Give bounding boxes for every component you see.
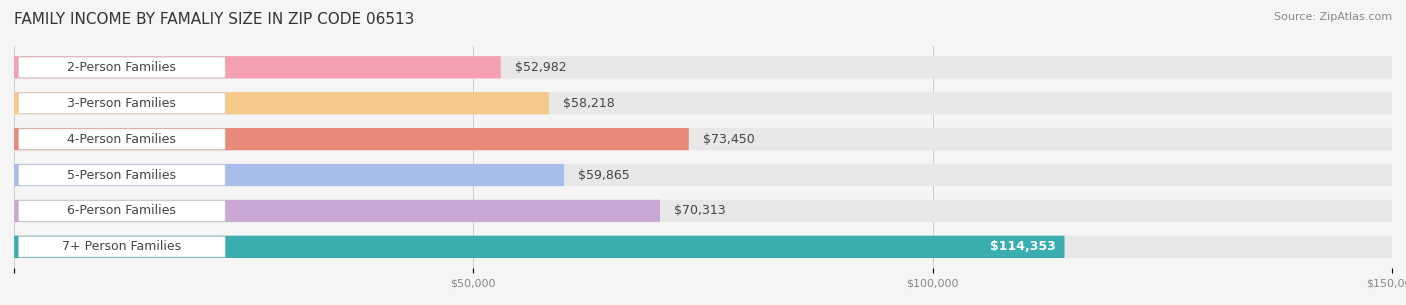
Text: 5-Person Families: 5-Person Families	[67, 169, 176, 181]
Text: $73,450: $73,450	[703, 133, 754, 145]
FancyBboxPatch shape	[14, 236, 1064, 258]
Text: 4-Person Families: 4-Person Families	[67, 133, 176, 145]
FancyBboxPatch shape	[14, 164, 564, 186]
Text: 6-Person Families: 6-Person Families	[67, 204, 176, 217]
FancyBboxPatch shape	[18, 93, 225, 113]
FancyBboxPatch shape	[14, 92, 1392, 114]
Text: $114,353: $114,353	[990, 240, 1056, 253]
Text: 3-Person Families: 3-Person Families	[67, 97, 176, 110]
Text: 7+ Person Families: 7+ Person Families	[62, 240, 181, 253]
FancyBboxPatch shape	[14, 236, 1392, 258]
Text: FAMILY INCOME BY FAMALIY SIZE IN ZIP CODE 06513: FAMILY INCOME BY FAMALIY SIZE IN ZIP COD…	[14, 12, 415, 27]
Text: Source: ZipAtlas.com: Source: ZipAtlas.com	[1274, 12, 1392, 22]
FancyBboxPatch shape	[14, 200, 659, 222]
FancyBboxPatch shape	[14, 128, 689, 150]
FancyBboxPatch shape	[14, 56, 1392, 78]
Text: $70,313: $70,313	[673, 204, 725, 217]
FancyBboxPatch shape	[14, 92, 548, 114]
Text: $52,982: $52,982	[515, 61, 567, 74]
FancyBboxPatch shape	[18, 201, 225, 221]
FancyBboxPatch shape	[14, 56, 501, 78]
Text: $59,865: $59,865	[578, 169, 630, 181]
FancyBboxPatch shape	[18, 237, 225, 257]
Text: $58,218: $58,218	[562, 97, 614, 110]
FancyBboxPatch shape	[18, 165, 225, 185]
FancyBboxPatch shape	[14, 200, 1392, 222]
FancyBboxPatch shape	[14, 128, 1392, 150]
FancyBboxPatch shape	[14, 164, 1392, 186]
Text: 2-Person Families: 2-Person Families	[67, 61, 176, 74]
FancyBboxPatch shape	[18, 57, 225, 77]
FancyBboxPatch shape	[18, 129, 225, 149]
